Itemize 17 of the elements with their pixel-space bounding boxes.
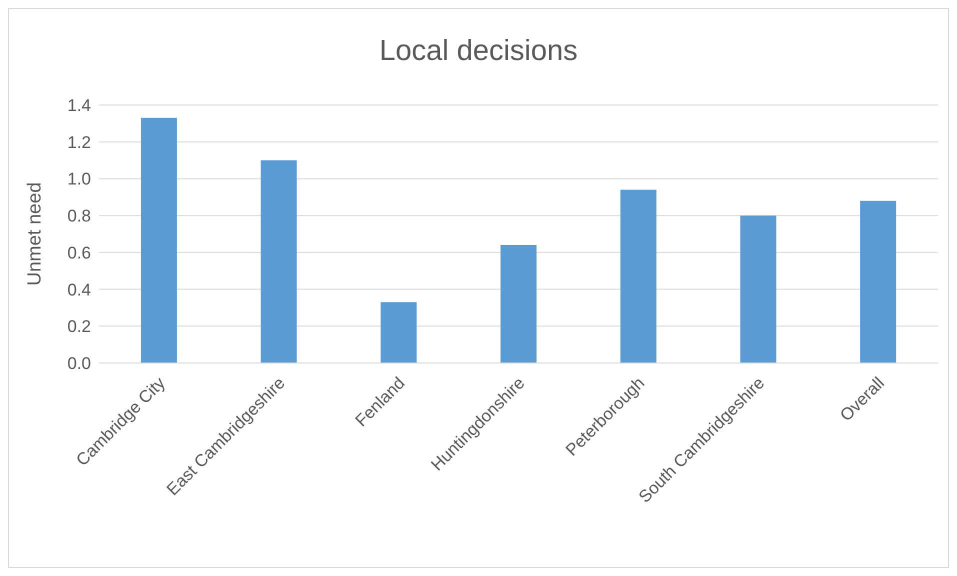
y-tick-label: 1.2 (67, 132, 91, 152)
chart-title: Local decisions (378, 34, 579, 69)
y-tick-label: 0.4 (67, 280, 91, 300)
bar (260, 160, 297, 363)
bar (140, 118, 177, 363)
y-tick-label: 0.2 (67, 317, 91, 336)
bar (380, 302, 417, 363)
y-tick-label: 1.4 (67, 96, 91, 116)
y-tick-label: 1.0 (67, 170, 91, 189)
bar (860, 200, 896, 363)
y-tick-label: 0.8 (67, 206, 91, 226)
bar (500, 245, 537, 363)
bar (740, 216, 776, 363)
y-tick-label: 0.6 (67, 243, 91, 262)
bar (620, 190, 656, 363)
y-axis-title: Unmet need (24, 182, 46, 286)
y-tick-label: 0.0 (67, 354, 91, 374)
